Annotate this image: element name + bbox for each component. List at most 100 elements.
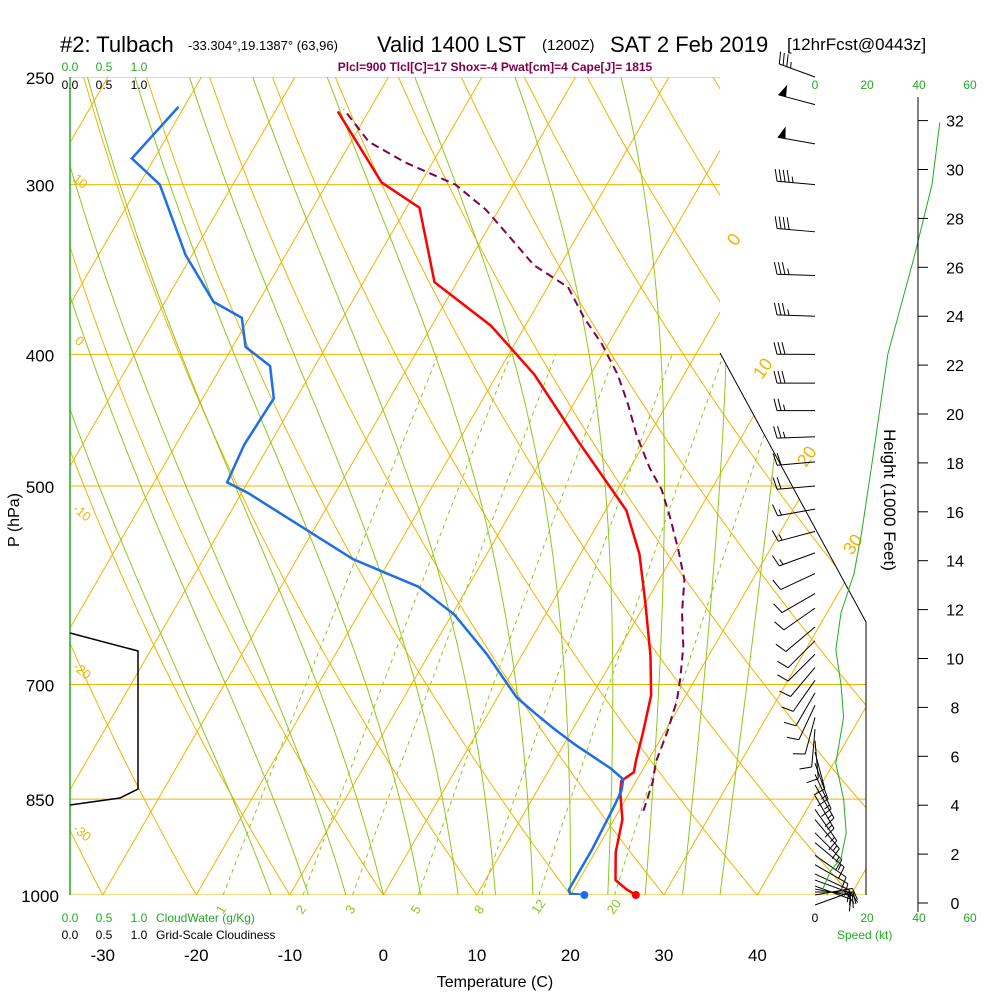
temperature-tick-label: 20: [561, 946, 580, 965]
wind-barb: [774, 216, 816, 233]
dry-adiabat-label: 0: [72, 333, 87, 349]
height-axis-label: Height (1000 Feet): [880, 429, 899, 571]
temperature-line: [336, 110, 653, 895]
height-tick-label: 16: [946, 505, 964, 522]
temperature-tick-label: -10: [277, 946, 302, 965]
wind-barb: [814, 842, 845, 879]
wind-barb-pennant: [777, 126, 786, 139]
wind-barb: [773, 425, 816, 439]
wind-barb-feather: [786, 54, 789, 67]
wind-barb-half-feather: [827, 824, 833, 830]
wind-barb-feather: [777, 425, 782, 439]
wind-barb-feather: [771, 530, 779, 542]
mixing-ratio-line: [417, 354, 616, 895]
wind-barb-staff: [777, 485, 816, 490]
isotherm-label: 20: [793, 442, 821, 470]
wind-barb-feather: [777, 674, 789, 682]
wind-barb: [777, 126, 816, 145]
wind-barb-half-feather: [827, 814, 833, 820]
speed-line: [822, 122, 941, 896]
height-tick-label: 12: [946, 603, 964, 620]
isotherm-label: 0: [723, 230, 745, 250]
isotherm-line: [70, 77, 389, 895]
dry-adiabat-line: [460, 77, 866, 895]
cloudwater-tick-bottom: 0.5: [96, 911, 113, 925]
wind-barb-feather: [777, 302, 782, 316]
wind-barb: [814, 873, 850, 903]
dry-adiabat-line: [209, 77, 665, 895]
wind-barb-feather: [777, 398, 782, 411]
mixing-ratio-line: [302, 354, 512, 895]
wind-barb: [772, 573, 816, 591]
mixing-ratio-line: [538, 354, 725, 895]
temperature-tick-label: 10: [467, 946, 486, 965]
dry-adiabat-label: -20: [70, 659, 94, 683]
wind-barb-feather: [777, 342, 782, 355]
dewpoint-line: [130, 106, 625, 895]
wind-barb-feather: [848, 899, 852, 912]
height-tick-label: 22: [946, 358, 964, 375]
mixing-ratio-line: [481, 354, 673, 895]
wind-barb-feather: [846, 889, 850, 903]
wind-barb-staff: [814, 832, 843, 861]
wind-barb-feather: [775, 643, 787, 652]
wind-barb-feather: [824, 828, 835, 838]
wind-barb-feather: [773, 603, 783, 613]
plot-frame: [69, 77, 867, 895]
cloudwater-tick-top: 0.5: [96, 60, 113, 74]
dry-adiabat-line: [902, 77, 1000, 895]
dry-adiabat-line: [146, 77, 571, 895]
moist-adiabat-line: [70, 77, 309, 895]
parcel-line: [342, 108, 686, 812]
cloudiness-line: [69, 632, 139, 806]
station-coords: -33.304°,19.1387° (63,96): [188, 38, 338, 53]
height-tick-label: 2: [951, 847, 960, 864]
speed-tick-top: 20: [860, 78, 874, 92]
cloudwater-tick-top: 0.0: [62, 60, 79, 74]
wind-barb-half-feather: [783, 404, 786, 411]
wind-barb-feather: [782, 169, 786, 183]
utc-time: (1200Z): [542, 37, 595, 54]
wind-barb: [773, 261, 816, 277]
wind-barb: [814, 819, 840, 859]
wind-barb: [777, 640, 816, 669]
wind-barb-staff: [814, 864, 849, 885]
wind-barb: [781, 680, 816, 712]
wind-barb-staff: [785, 626, 816, 652]
moist-adiabat-line: [134, 77, 422, 895]
speed-tick-bottom: 20: [860, 911, 874, 925]
dry-adiabat-line: [397, 77, 866, 895]
wind-barb-feather: [778, 216, 782, 229]
cloudiness-tick-bottom: 0.5: [96, 928, 113, 942]
wind-barb-feather: [851, 888, 858, 900]
wind-barb-feather: [772, 453, 778, 466]
wind-barb-staff: [778, 530, 816, 542]
wind-barb-feather: [773, 261, 778, 275]
mixing-ratio-label: 5: [407, 902, 423, 917]
wind-barb-staff: [814, 819, 840, 850]
mixing-ratio-line: [222, 354, 439, 895]
moist-adiabat-line: [86, 77, 384, 895]
dry-adiabat-label: -10: [70, 501, 94, 525]
pressure-tick-label: 1000: [21, 887, 59, 906]
cloudiness-tick-top: 0.5: [96, 78, 113, 92]
height-tick-label: 10: [946, 652, 964, 669]
isotherm-line: [0, 77, 14, 895]
wind-barb-feather: [781, 706, 794, 712]
wind-barb-staff: [790, 667, 816, 697]
dry-adiabat-line: [70, 77, 384, 895]
wind-barb: [814, 809, 838, 851]
wind-barb-feather: [772, 579, 781, 590]
wind-barb: [814, 885, 852, 912]
wind-barb-half-feather: [787, 268, 790, 275]
mixing-ratio-label: 8: [471, 902, 487, 917]
height-tick-label: 24: [946, 309, 964, 326]
wind-barb-feather: [773, 342, 778, 355]
mixing-ratio-line: [352, 354, 557, 895]
wind-barb-feather: [831, 848, 840, 859]
temperature-tick-label: -30: [90, 946, 115, 965]
height-tick-label: 20: [946, 407, 964, 424]
